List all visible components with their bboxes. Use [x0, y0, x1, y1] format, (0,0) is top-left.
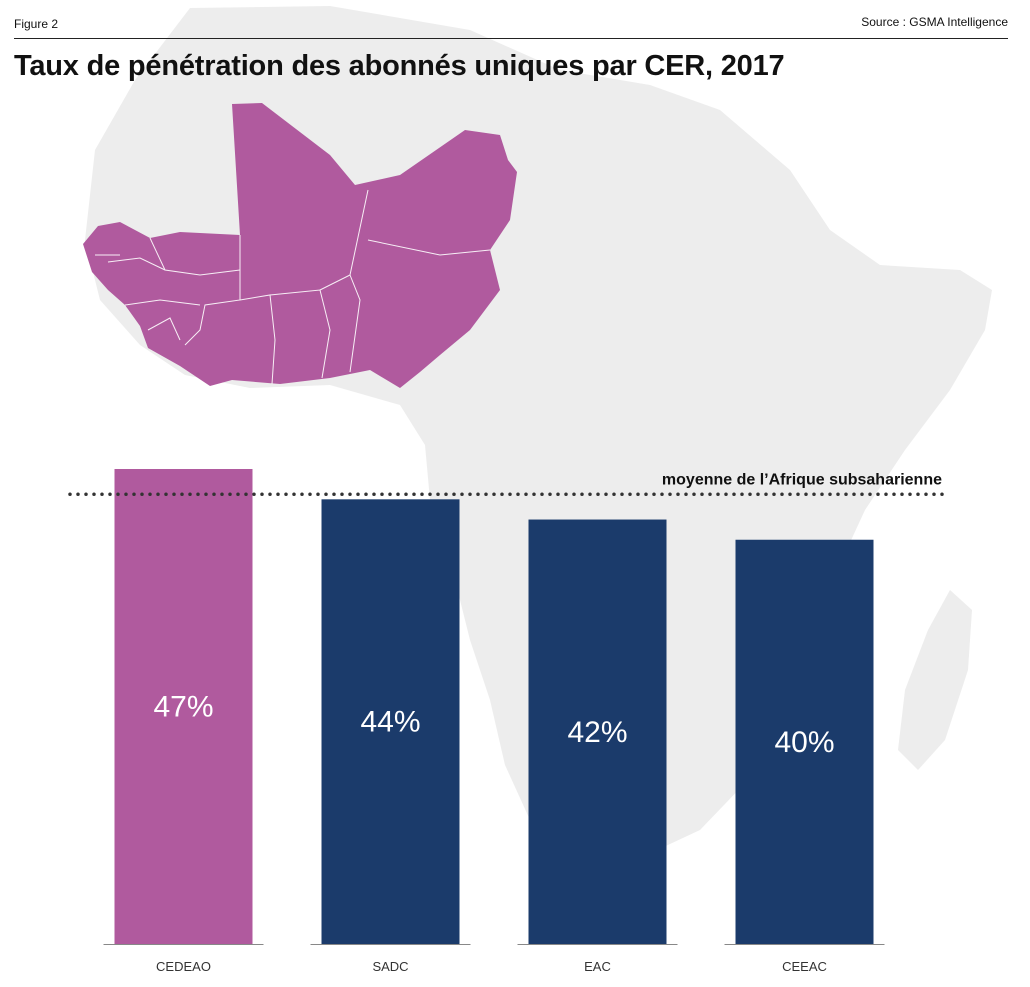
bar-value-label: 40% [774, 726, 834, 759]
bar-sadc [321, 499, 460, 944]
bar-eac [528, 519, 667, 944]
cedeao-region-map [83, 103, 517, 388]
bar-value-label: 42% [567, 716, 627, 749]
chart-title: Taux de pénétration des abonnés uniques … [14, 50, 785, 82]
madagascar-silhouette [898, 590, 972, 770]
x-tick-label: CEDEAO [156, 959, 211, 974]
x-tick-label: EAC [584, 959, 611, 974]
figure-header: Figure 2 Source : GSMA Intelligence [14, 14, 1008, 39]
average-reference-label: moyenne de l’Afrique subsaharienne [662, 471, 942, 488]
source-label: Source : GSMA Intelligence [861, 15, 1008, 29]
bar-value-label: 47% [153, 691, 213, 724]
figure-label: Figure 2 [14, 17, 59, 31]
bar-cedeao [114, 469, 253, 944]
bar-ceeac [735, 539, 874, 944]
cedeao-country-borders [95, 189, 491, 385]
x-tick-label: CEEAC [782, 959, 827, 974]
bar-value-label: 44% [360, 706, 420, 739]
x-tick-label: SADC [372, 959, 408, 974]
